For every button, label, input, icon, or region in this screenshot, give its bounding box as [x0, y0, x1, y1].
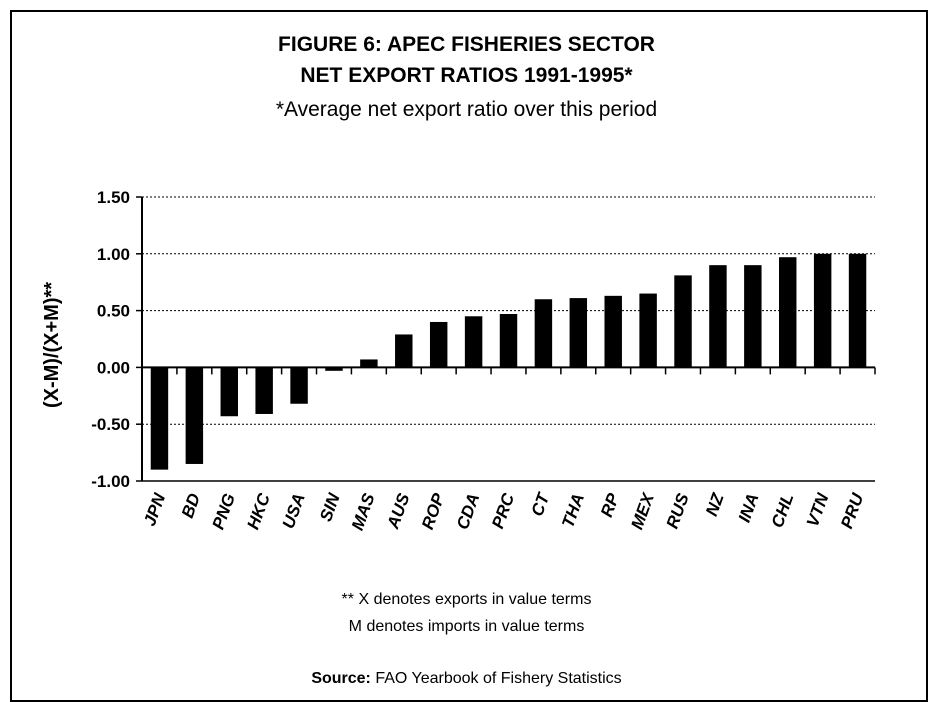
y-tick-label: 1.00: [97, 245, 130, 264]
x-tick-label: VTN: [803, 490, 833, 529]
bar-usa: [290, 367, 308, 404]
x-tick-label: USA: [279, 491, 309, 531]
x-tick-label: THA: [558, 491, 588, 530]
x-tick-labels: JPN BD PNG HKC USA SIN MAS AUS ROP CDA PRC CT THA RP M…: [140, 489, 868, 533]
x-tick-label: INA: [735, 491, 763, 525]
bar-aus: [395, 334, 413, 368]
bar-cda: [464, 316, 483, 368]
bar-rus: [674, 275, 692, 368]
x-tick-label: RP: [597, 490, 623, 519]
y-tick-label: 0.50: [97, 302, 130, 321]
footnote-exports: ** X denotes exports in value terms: [341, 591, 592, 608]
x-tick-label: AUS: [383, 490, 414, 532]
x-tick-label: RUS: [663, 490, 693, 531]
x-tick-label: CT: [528, 489, 554, 518]
bar-rop: [429, 321, 448, 368]
bar-jpn: [150, 367, 169, 470]
bar-tha: [569, 298, 588, 368]
bar-vtn: [813, 253, 832, 368]
bar-ct: [534, 299, 553, 368]
x-tick-label: ROP: [418, 490, 449, 532]
x-tick-label: JPN: [140, 490, 169, 528]
bar-hkc: [255, 367, 273, 414]
y-ticks: -1.00 -0.50 0.00 0.50 1.00 1.50: [91, 188, 142, 491]
bar-rp: [604, 295, 622, 368]
bar-chl: [779, 257, 797, 368]
bar-sin: [325, 367, 343, 371]
source-line: Source: FAO Yearbook of Fishery Statisti…: [0, 670, 933, 688]
chart-title-line2: NET EXPORT RATIOS 1991-1995*: [300, 64, 633, 87]
x-tick-label: MEX: [627, 489, 658, 532]
source-text: FAO Yearbook of Fishery Statistics: [370, 670, 622, 687]
y-tick-label: 0.00: [97, 358, 130, 377]
source-label: Source:: [311, 670, 371, 687]
chart-title-line1: FIGURE 6: APEC FISHERIES SECTOR: [278, 33, 655, 56]
bar-prc: [499, 314, 518, 368]
bar-nz: [709, 265, 727, 368]
bars: [150, 253, 867, 470]
bar-png: [220, 367, 238, 417]
bar-bd: [185, 367, 204, 464]
x-tick-label: CDA: [453, 491, 483, 532]
chart-subtitle: *Average net export ratio over this peri…: [275, 98, 658, 121]
y-tick-label: 1.50: [97, 188, 130, 207]
x-tick-label: PNG: [209, 491, 239, 532]
axes: [141, 197, 876, 482]
y-axis-label: (X-M)/(X+M)**: [41, 282, 63, 408]
x-tick-label: SIN: [316, 490, 344, 524]
footnote-imports: M denotes imports in value terms: [348, 618, 585, 635]
x-tick-label: PRU: [837, 490, 867, 531]
x-tick-label: BD: [178, 491, 204, 521]
x-tick-label: PRC: [488, 490, 518, 531]
bar-pru: [848, 253, 867, 368]
x-tick-label: NZ: [702, 490, 728, 518]
bar-mas: [360, 359, 378, 368]
bar-mex: [639, 293, 657, 368]
y-tick-label: -1.00: [91, 472, 130, 491]
y-tick-label: -0.50: [91, 415, 130, 434]
bar-ina: [744, 265, 762, 368]
gridlines: [142, 196, 875, 425]
x-tick-label: MAS: [348, 490, 379, 533]
x-tick-label: CHL: [768, 491, 798, 530]
x-tick-label: HKC: [243, 490, 274, 532]
